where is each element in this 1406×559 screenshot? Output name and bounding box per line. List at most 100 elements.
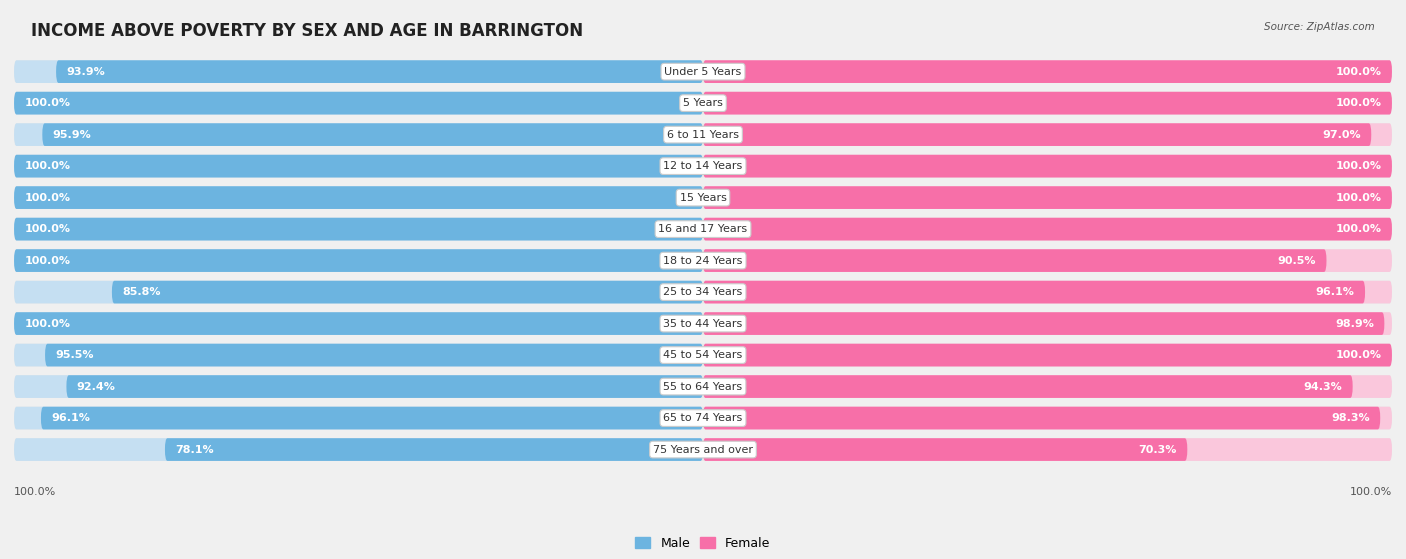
FancyBboxPatch shape xyxy=(42,124,703,146)
Text: 100.0%: 100.0% xyxy=(1336,224,1382,234)
FancyBboxPatch shape xyxy=(14,92,703,115)
Text: 95.5%: 95.5% xyxy=(55,350,94,360)
FancyBboxPatch shape xyxy=(703,124,1392,146)
FancyBboxPatch shape xyxy=(14,249,703,272)
FancyBboxPatch shape xyxy=(14,407,1392,429)
FancyBboxPatch shape xyxy=(14,312,1392,335)
Text: 35 to 44 Years: 35 to 44 Years xyxy=(664,319,742,329)
Text: 94.3%: 94.3% xyxy=(1303,382,1343,391)
Legend: Male, Female: Male, Female xyxy=(630,532,776,555)
Text: 6 to 11 Years: 6 to 11 Years xyxy=(666,130,740,140)
FancyBboxPatch shape xyxy=(703,312,1392,335)
FancyBboxPatch shape xyxy=(14,312,703,335)
FancyBboxPatch shape xyxy=(703,438,1187,461)
FancyBboxPatch shape xyxy=(703,438,1392,461)
FancyBboxPatch shape xyxy=(703,407,1381,429)
FancyBboxPatch shape xyxy=(165,438,703,461)
FancyBboxPatch shape xyxy=(14,344,1392,366)
FancyBboxPatch shape xyxy=(112,281,703,304)
Text: 100.0%: 100.0% xyxy=(1336,350,1382,360)
FancyBboxPatch shape xyxy=(14,60,1392,83)
Text: 100.0%: 100.0% xyxy=(1336,98,1382,108)
Text: 100.0%: 100.0% xyxy=(24,224,70,234)
FancyBboxPatch shape xyxy=(703,60,1392,83)
Text: 15 Years: 15 Years xyxy=(679,193,727,202)
FancyBboxPatch shape xyxy=(14,124,703,146)
Text: 12 to 14 Years: 12 to 14 Years xyxy=(664,161,742,171)
FancyBboxPatch shape xyxy=(703,92,1392,115)
FancyBboxPatch shape xyxy=(703,186,1392,209)
FancyBboxPatch shape xyxy=(703,375,1353,398)
FancyBboxPatch shape xyxy=(14,407,703,429)
FancyBboxPatch shape xyxy=(14,375,703,398)
FancyBboxPatch shape xyxy=(14,92,703,115)
Text: 70.3%: 70.3% xyxy=(1139,444,1177,454)
FancyBboxPatch shape xyxy=(703,407,1392,429)
Text: 5 Years: 5 Years xyxy=(683,98,723,108)
FancyBboxPatch shape xyxy=(703,186,1392,209)
Text: 78.1%: 78.1% xyxy=(176,444,214,454)
Text: 95.9%: 95.9% xyxy=(52,130,91,140)
Text: 97.0%: 97.0% xyxy=(1322,130,1361,140)
FancyBboxPatch shape xyxy=(14,249,1392,272)
Text: 75 Years and over: 75 Years and over xyxy=(652,444,754,454)
FancyBboxPatch shape xyxy=(14,155,703,177)
Text: 45 to 54 Years: 45 to 54 Years xyxy=(664,350,742,360)
FancyBboxPatch shape xyxy=(703,92,1392,115)
Text: 100.0%: 100.0% xyxy=(1336,193,1382,202)
FancyBboxPatch shape xyxy=(14,218,703,240)
FancyBboxPatch shape xyxy=(703,281,1392,304)
FancyBboxPatch shape xyxy=(14,249,703,272)
FancyBboxPatch shape xyxy=(14,186,703,209)
Text: 65 to 74 Years: 65 to 74 Years xyxy=(664,413,742,423)
FancyBboxPatch shape xyxy=(41,407,703,429)
Text: 100.0%: 100.0% xyxy=(1350,487,1392,497)
FancyBboxPatch shape xyxy=(56,60,703,83)
Text: 100.0%: 100.0% xyxy=(24,98,70,108)
FancyBboxPatch shape xyxy=(14,218,1392,240)
FancyBboxPatch shape xyxy=(703,249,1392,272)
FancyBboxPatch shape xyxy=(703,124,1371,146)
FancyBboxPatch shape xyxy=(703,344,1392,366)
FancyBboxPatch shape xyxy=(14,186,703,209)
FancyBboxPatch shape xyxy=(14,124,1392,146)
FancyBboxPatch shape xyxy=(45,344,703,366)
FancyBboxPatch shape xyxy=(703,249,1326,272)
Text: 93.9%: 93.9% xyxy=(66,67,105,77)
Text: 96.1%: 96.1% xyxy=(1316,287,1355,297)
FancyBboxPatch shape xyxy=(14,438,1392,461)
FancyBboxPatch shape xyxy=(14,312,703,335)
Text: 55 to 64 Years: 55 to 64 Years xyxy=(664,382,742,391)
Text: Under 5 Years: Under 5 Years xyxy=(665,67,741,77)
Text: 18 to 24 Years: 18 to 24 Years xyxy=(664,255,742,266)
Text: 16 and 17 Years: 16 and 17 Years xyxy=(658,224,748,234)
Text: 90.5%: 90.5% xyxy=(1278,255,1316,266)
FancyBboxPatch shape xyxy=(14,438,703,461)
FancyBboxPatch shape xyxy=(14,218,703,240)
FancyBboxPatch shape xyxy=(703,155,1392,177)
FancyBboxPatch shape xyxy=(14,155,1392,177)
FancyBboxPatch shape xyxy=(14,281,1392,304)
Text: 25 to 34 Years: 25 to 34 Years xyxy=(664,287,742,297)
FancyBboxPatch shape xyxy=(703,218,1392,240)
FancyBboxPatch shape xyxy=(703,375,1392,398)
FancyBboxPatch shape xyxy=(703,344,1392,366)
Text: 98.9%: 98.9% xyxy=(1336,319,1374,329)
Text: 92.4%: 92.4% xyxy=(77,382,115,391)
Text: 100.0%: 100.0% xyxy=(24,255,70,266)
FancyBboxPatch shape xyxy=(14,186,1392,209)
Text: 98.3%: 98.3% xyxy=(1331,413,1369,423)
FancyBboxPatch shape xyxy=(14,60,703,83)
Text: Source: ZipAtlas.com: Source: ZipAtlas.com xyxy=(1264,22,1375,32)
Text: INCOME ABOVE POVERTY BY SEX AND AGE IN BARRINGTON: INCOME ABOVE POVERTY BY SEX AND AGE IN B… xyxy=(31,22,583,40)
FancyBboxPatch shape xyxy=(703,281,1365,304)
Text: 85.8%: 85.8% xyxy=(122,287,160,297)
FancyBboxPatch shape xyxy=(14,344,703,366)
FancyBboxPatch shape xyxy=(703,312,1385,335)
Text: 100.0%: 100.0% xyxy=(24,193,70,202)
Text: 96.1%: 96.1% xyxy=(51,413,90,423)
Text: 100.0%: 100.0% xyxy=(1336,67,1382,77)
FancyBboxPatch shape xyxy=(14,92,1392,115)
Text: 100.0%: 100.0% xyxy=(14,487,56,497)
FancyBboxPatch shape xyxy=(703,60,1392,83)
